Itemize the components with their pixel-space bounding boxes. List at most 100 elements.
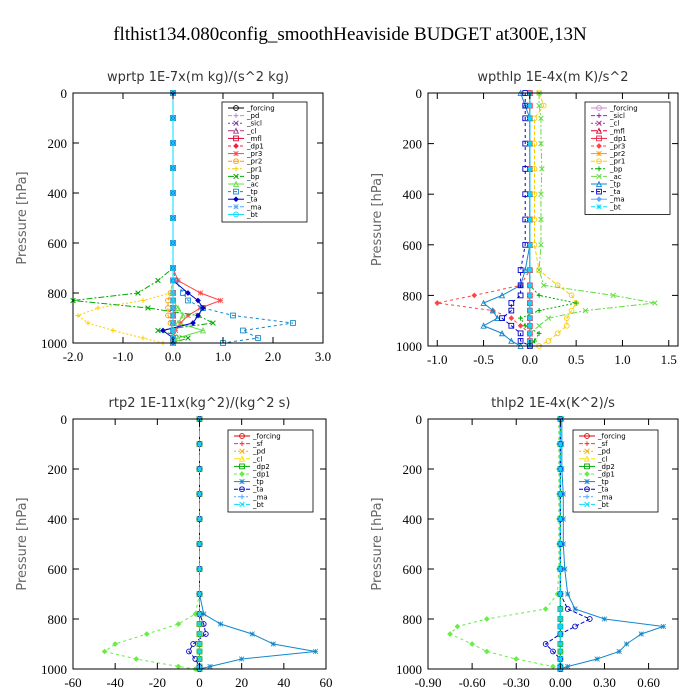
y-tick-label: 400 xyxy=(48,512,68,527)
legend-marker xyxy=(238,455,246,462)
data-point xyxy=(133,656,140,662)
series-group xyxy=(434,89,658,349)
data-point xyxy=(557,606,564,612)
data-point xyxy=(238,656,245,662)
data-point xyxy=(200,305,206,311)
y-tick-label: 1000 xyxy=(41,336,67,351)
data-point xyxy=(143,631,150,637)
legend-marker xyxy=(596,150,602,157)
y-tick-label: 800 xyxy=(48,286,68,301)
data-point xyxy=(565,663,571,670)
data-point xyxy=(527,330,533,337)
data-point xyxy=(517,282,524,289)
data-point xyxy=(170,312,176,319)
data-point xyxy=(270,641,276,647)
legend-marker xyxy=(239,441,245,446)
y-tick-label: 600 xyxy=(403,238,423,253)
data-point xyxy=(190,320,196,326)
legend-box xyxy=(584,101,671,215)
data-point xyxy=(483,648,490,655)
legend-label: _pr1 xyxy=(246,165,262,173)
legend-marker xyxy=(233,120,239,126)
x-tick-label: -2.0 xyxy=(63,349,84,364)
data-point xyxy=(195,297,201,304)
legend-marker xyxy=(232,127,240,134)
series-markers xyxy=(196,416,203,672)
data-point xyxy=(170,190,176,196)
data-point xyxy=(170,140,176,146)
legend-marker xyxy=(596,120,602,126)
data-point xyxy=(196,641,203,647)
legend-label: _pr1 xyxy=(609,158,625,166)
legend-label: _dp2 xyxy=(252,463,270,471)
data-point xyxy=(550,663,556,670)
data-point xyxy=(480,322,487,329)
x-tick-label: 20 xyxy=(235,675,248,690)
data-point xyxy=(85,320,91,326)
data-point xyxy=(518,315,523,321)
data-point xyxy=(536,293,542,298)
series-markers xyxy=(557,416,564,672)
data-point xyxy=(557,641,564,647)
data-point xyxy=(155,277,161,284)
data-point xyxy=(140,335,146,341)
data-point xyxy=(623,641,630,647)
data-point xyxy=(573,300,579,306)
data-point xyxy=(170,297,176,304)
data-point xyxy=(522,266,529,273)
y-tick-label: 600 xyxy=(48,236,68,251)
legend-marker xyxy=(233,150,239,157)
data-point xyxy=(527,242,533,248)
legend-marker xyxy=(233,196,239,203)
data-point xyxy=(527,323,533,329)
data-point xyxy=(536,308,542,313)
data-point xyxy=(557,566,564,572)
data-point xyxy=(560,491,566,497)
legend-label: _bp xyxy=(246,173,260,181)
data-point xyxy=(480,299,487,306)
data-point xyxy=(545,315,552,321)
x-tick-label: -0.60 xyxy=(459,675,486,690)
data-point xyxy=(170,115,176,121)
data-point xyxy=(554,330,561,337)
data-point xyxy=(536,102,542,109)
legend-marker xyxy=(584,448,590,454)
data-point xyxy=(255,335,261,341)
series-line xyxy=(72,93,215,344)
data-point xyxy=(517,267,524,273)
data-point xyxy=(499,315,505,322)
series-line xyxy=(172,93,222,343)
data-point xyxy=(527,216,533,223)
data-point xyxy=(196,491,203,497)
data-point xyxy=(557,441,564,447)
data-point xyxy=(186,648,192,655)
x-tick-label: -20 xyxy=(149,675,166,690)
legend-label: _ta xyxy=(246,196,258,204)
data-point xyxy=(196,611,203,617)
y-tick-label: 200 xyxy=(403,137,423,152)
legend-label: _dp1 xyxy=(252,471,270,479)
legend-box xyxy=(227,429,314,513)
y-tick-label: 400 xyxy=(48,186,68,201)
y-tick-label: 200 xyxy=(403,462,423,477)
legend-marker xyxy=(233,173,239,180)
data-point xyxy=(568,292,575,299)
data-point xyxy=(538,216,544,223)
data-point xyxy=(517,338,524,344)
x-tick-label: 0.60 xyxy=(637,675,660,690)
chart-panel: rtp2 1E-11x(kg^2)/(kg^2 s) Pressure [hPa]… xyxy=(15,396,333,690)
data-point xyxy=(527,315,533,321)
data-point xyxy=(498,291,506,299)
legend-label: _sicl xyxy=(246,120,262,128)
series-line xyxy=(103,419,200,670)
data-point xyxy=(557,541,564,547)
data-point xyxy=(601,616,608,622)
y-tick-label: 400 xyxy=(403,187,423,202)
legend-label: _cl xyxy=(597,455,607,463)
data-point xyxy=(196,566,203,572)
series-line xyxy=(533,92,577,347)
legend-label: _pr2 xyxy=(609,150,625,158)
data-point xyxy=(494,314,501,322)
legend-label: _tp xyxy=(252,478,264,486)
legend-label: _ac xyxy=(609,173,622,181)
